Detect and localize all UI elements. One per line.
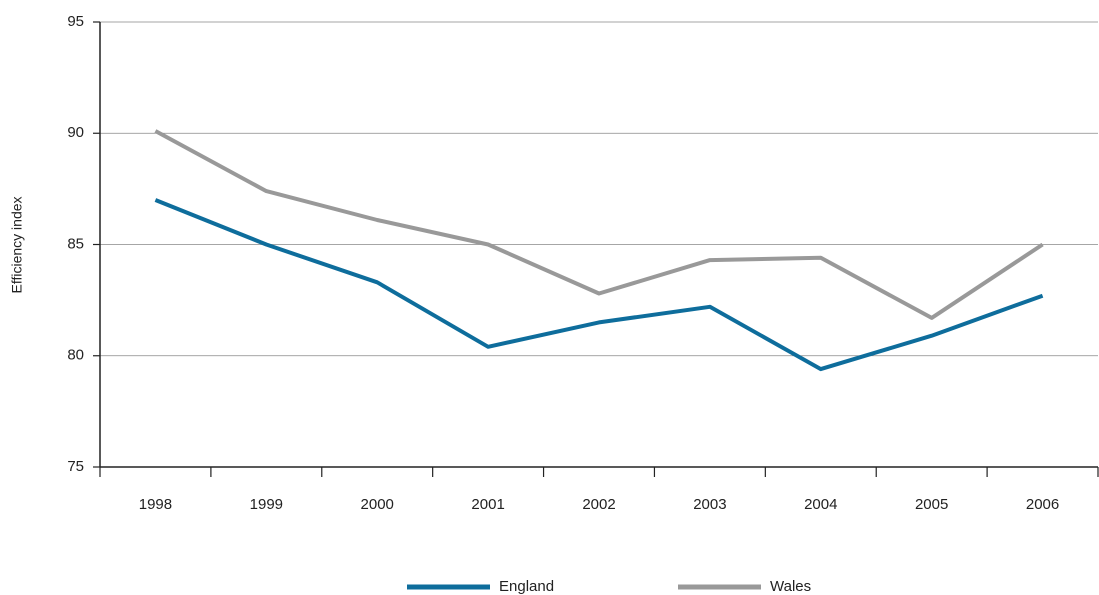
- legend-label: Wales: [770, 578, 811, 595]
- x-tick-label: 1999: [250, 496, 283, 513]
- x-tick-label: 2002: [582, 496, 615, 513]
- y-axis-title: Efficiency index: [9, 196, 25, 293]
- x-tick-label: 2006: [1026, 496, 1059, 513]
- y-tick-label: 85: [67, 235, 84, 252]
- x-tick-label: 2001: [471, 496, 504, 513]
- x-tick-label: 2000: [361, 496, 394, 513]
- x-tick-label: 2004: [804, 496, 837, 513]
- data-line: [154, 198, 1044, 372]
- y-tick-label: 75: [67, 458, 84, 475]
- y-tick-label: 80: [67, 347, 84, 364]
- x-tick-label: 1998: [139, 496, 172, 513]
- x-tick-label: 2005: [915, 496, 948, 513]
- data-line: [154, 129, 1044, 320]
- x-tick-label: 2003: [693, 496, 726, 513]
- y-tick-label: 90: [67, 124, 84, 141]
- legend-label: England: [499, 578, 554, 595]
- y-tick-label: 95: [67, 13, 84, 30]
